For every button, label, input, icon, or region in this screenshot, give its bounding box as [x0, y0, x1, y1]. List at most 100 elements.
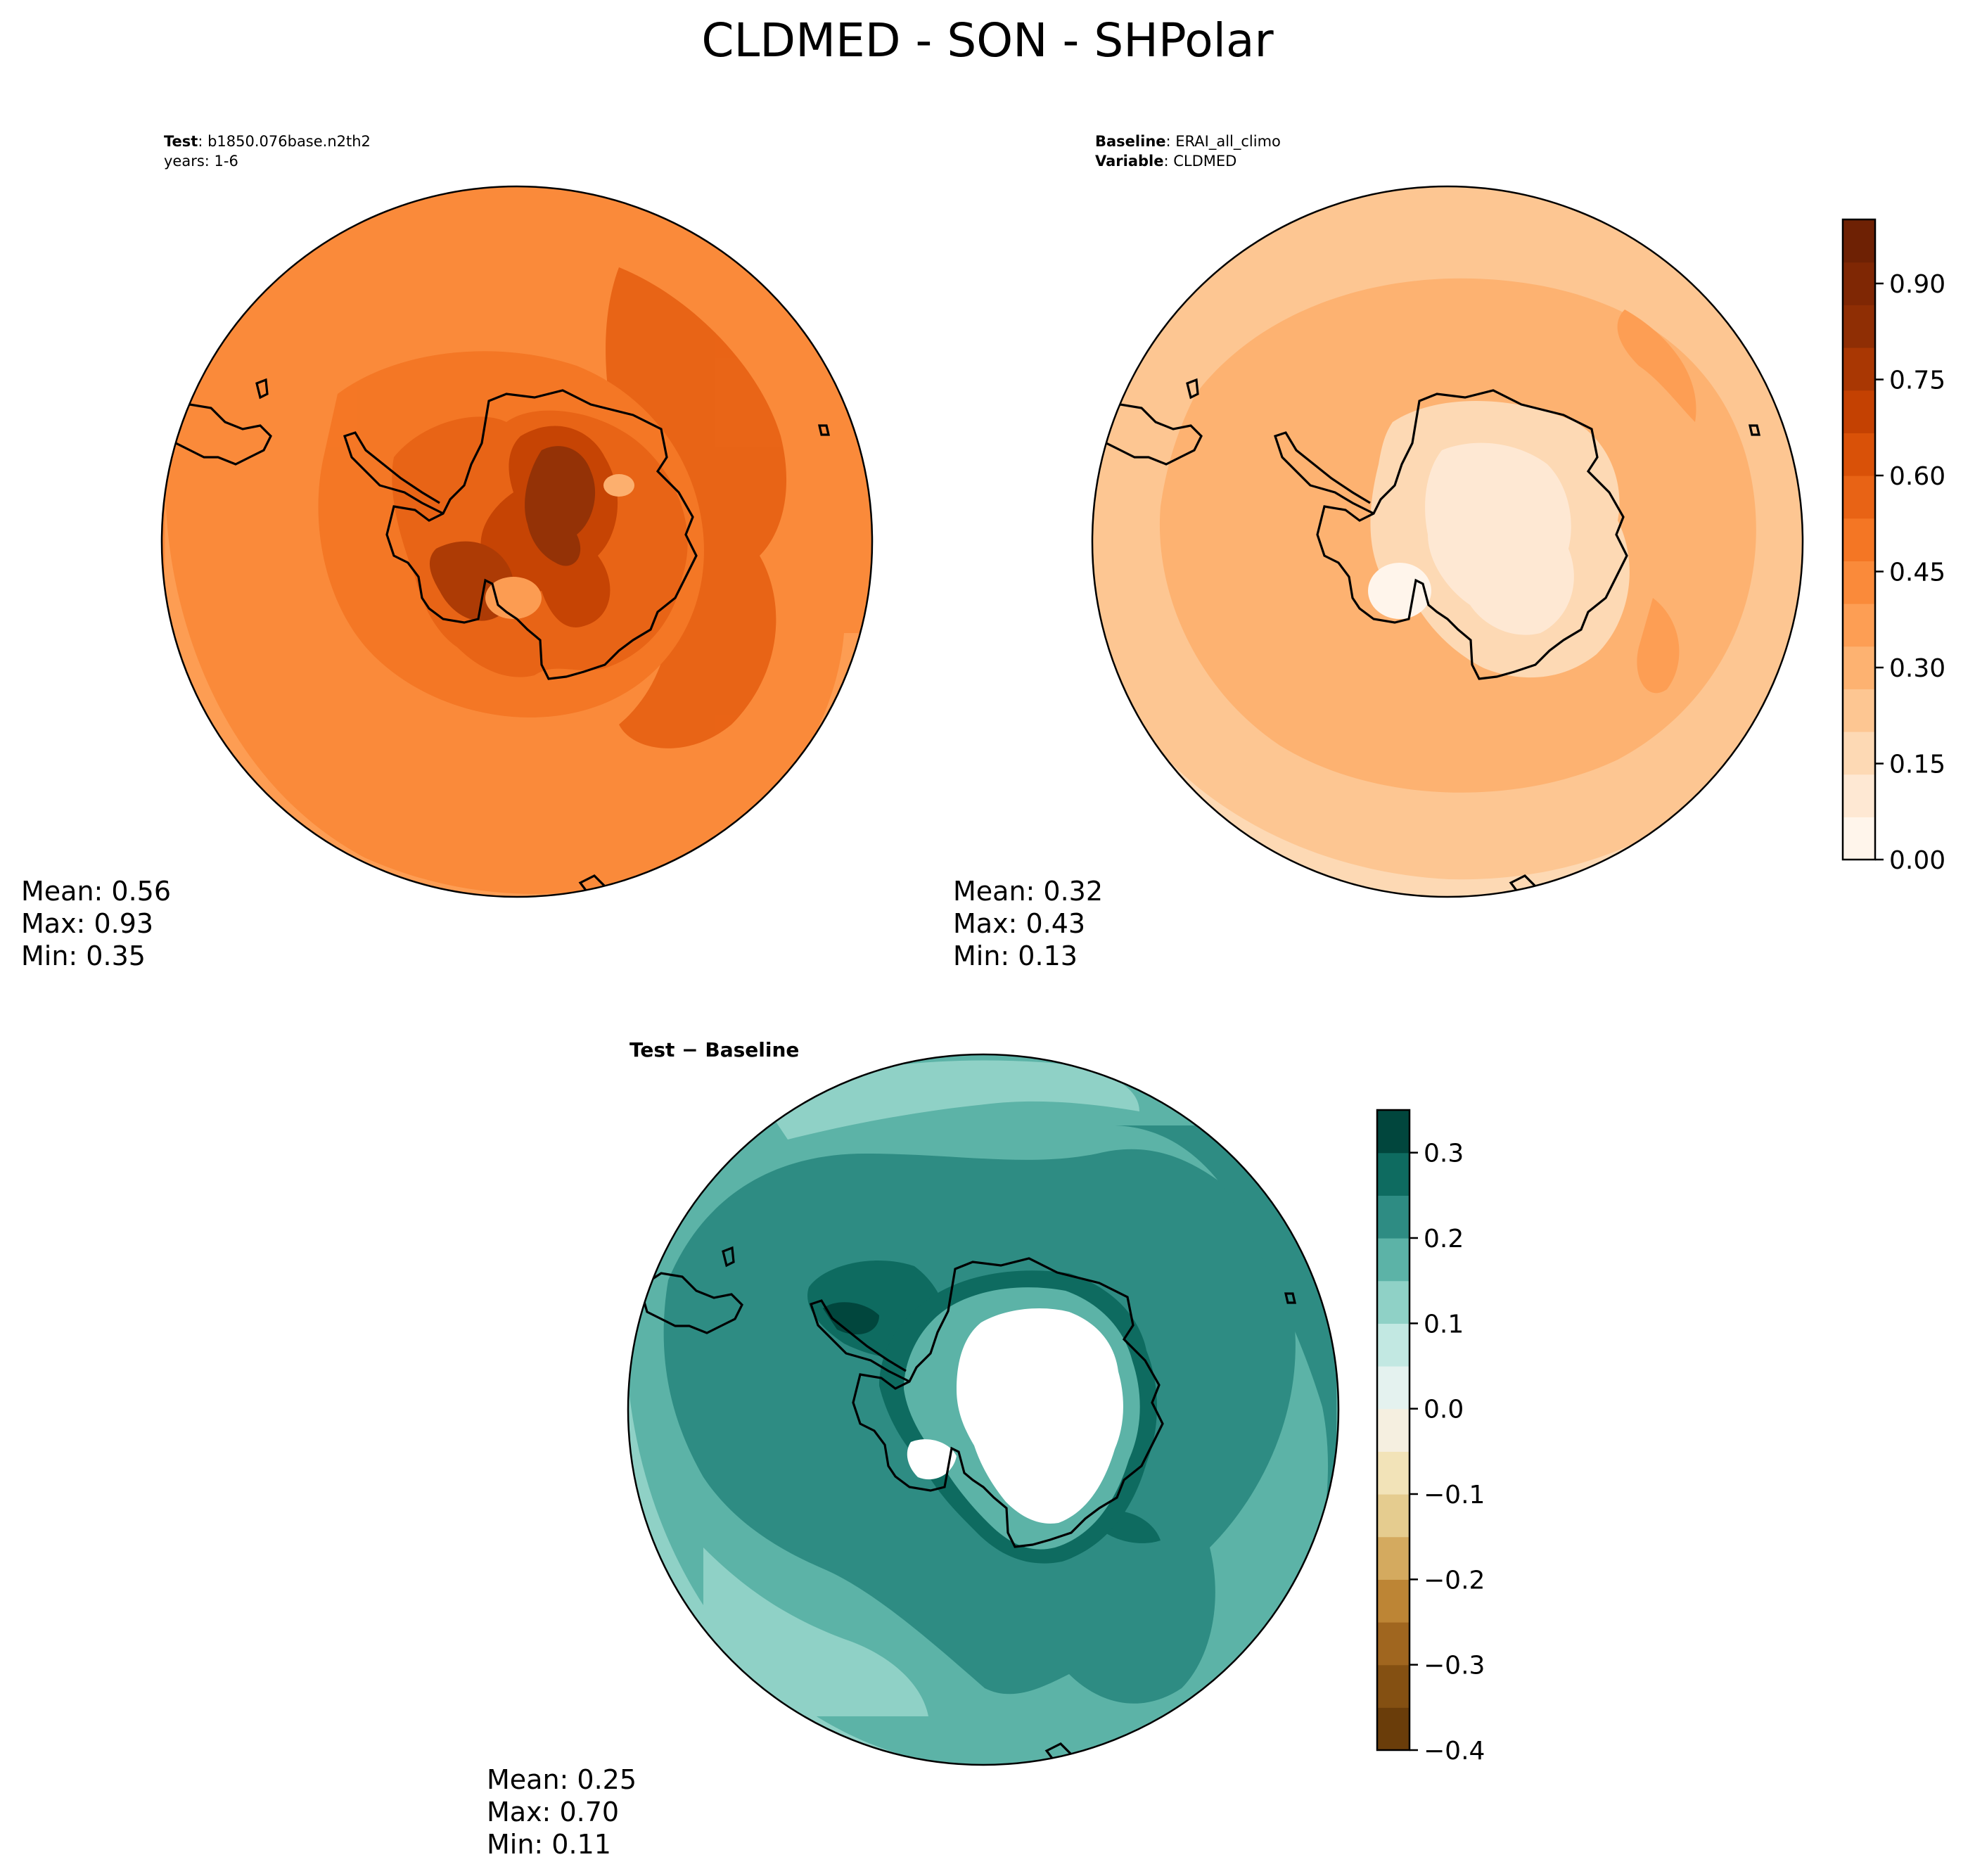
brbg-colorbar-tick-label: −0.1 — [1424, 1481, 1485, 1510]
oranges-colorbar-tick-label: 0.90 — [1889, 270, 1945, 299]
baseline-header-label: Baseline — [1095, 133, 1166, 150]
diff-island-2 — [1284, 1292, 1297, 1304]
brbg-colorbar-frame — [1376, 1109, 1411, 1751]
diff-stats-min: Min: 0.11 — [487, 1829, 611, 1860]
diff-contour-darkest-nw — [823, 1302, 879, 1335]
baseline-south-america-coastline — [1098, 403, 1203, 466]
oranges-colorbar-tick-label: 0.45 — [1889, 559, 1945, 587]
diff-island-1 — [722, 1246, 735, 1268]
baseline-panel: Baseline: ERAI_all_climo Variable: CLDME… — [953, 133, 1804, 971]
oranges-colorbar-segment — [1843, 646, 1875, 689]
diff-coastlines — [639, 1246, 1297, 1765]
oranges-colorbar-segment — [1843, 476, 1875, 519]
oranges-colorbar-segment — [1843, 305, 1875, 348]
baseline-header: Baseline: ERAI_all_climo — [1095, 133, 1281, 151]
test-continent-max — [525, 446, 596, 566]
oranges-colorbar: 0.00 0.15 0.30 0.45 0.60 0.75 0.90 — [1841, 218, 1945, 875]
test-island-1 — [255, 378, 269, 400]
baseline-stats-max: Max: 0.43 — [953, 908, 1085, 939]
oranges-colorbar-segment — [1843, 433, 1875, 476]
test-map-frame — [160, 185, 874, 898]
brbg-colorbar-segment — [1377, 1451, 1410, 1495]
brbg-colorbar-segment — [1377, 1664, 1410, 1708]
oranges-colorbar-segment — [1843, 604, 1875, 647]
test-header-value: : b1850.076base.n2th2 — [198, 133, 371, 150]
baseline-stats-min: Min: 0.13 — [953, 940, 1078, 971]
diff-no-change-region — [957, 1308, 1123, 1524]
baseline-map — [1092, 186, 1803, 897]
oranges-colorbar-segment — [1843, 347, 1875, 391]
brbg-colorbar-segment — [1377, 1622, 1410, 1666]
diff-stats-max: Max: 0.70 — [487, 1797, 619, 1827]
oranges-colorbar-tick-label: 0.75 — [1889, 366, 1945, 395]
brbg-colorbar-tick-label: −0.3 — [1424, 1652, 1485, 1680]
diff-contour-outer-light-north — [760, 1060, 1139, 1140]
oranges-colorbar-tick-label: 0.60 — [1889, 462, 1945, 491]
brbg-colorbar-segment — [1377, 1579, 1410, 1623]
brbg-colorbar-segment — [1377, 1280, 1410, 1324]
baseline-header-value: : ERAI_all_climo — [1166, 133, 1281, 151]
baseline-contour-south-light — [1125, 703, 1758, 897]
oranges-colorbar-tick-label: 0.30 — [1889, 654, 1945, 683]
brbg-colorbar-segment — [1377, 1238, 1410, 1282]
brbg-colorbar-segment — [1377, 1366, 1410, 1410]
brbg-colorbar-segment — [1377, 1536, 1410, 1580]
brbg-colorbar-segment — [1377, 1152, 1410, 1196]
baseline-light-spot — [1368, 563, 1431, 619]
brbg-colorbar-tick-label: 0.3 — [1424, 1140, 1464, 1168]
diff-panel: Test − Baseline — [487, 1038, 1340, 1860]
brbg-colorbar-segment — [1377, 1707, 1410, 1751]
baseline-coastlines — [1098, 378, 1761, 897]
test-header-label: Test — [164, 133, 198, 150]
baseline-continent-light — [1425, 442, 1574, 635]
baseline-variable: Variable: CLDMED — [1095, 153, 1236, 170]
diff-map — [628, 1054, 1338, 1765]
oranges-colorbar-tick-label: 0.15 — [1889, 751, 1945, 779]
brbg-colorbar-segment — [1377, 1408, 1410, 1452]
oranges-colorbar-segment — [1843, 518, 1875, 561]
diff-south-america-coastline — [639, 1272, 743, 1334]
diff-peninsula-coastline — [809, 1299, 910, 1383]
oranges-colorbar-segment — [1843, 561, 1875, 604]
baseline-variable-value: : CLDMED — [1163, 153, 1236, 170]
test-light-spot — [603, 474, 634, 497]
test-island-2 — [817, 424, 831, 436]
test-stats-max: Max: 0.93 — [21, 908, 153, 939]
test-antarctica-coastline — [385, 389, 698, 680]
test-years: years: 1-6 — [164, 153, 238, 170]
test-stats-min: Min: 0.35 — [21, 940, 146, 971]
oranges-colorbar-segment — [1843, 689, 1875, 732]
test-stats-mean: Mean: 0.56 — [21, 876, 171, 907]
brbg-colorbar-segment — [1377, 1323, 1410, 1367]
oranges-colorbar-segment — [1843, 262, 1875, 305]
figure-title: CLDMED - SON - SHPolar — [701, 13, 1274, 68]
baseline-darker-southeast — [1637, 598, 1680, 694]
diff-no-change-west — [907, 1439, 957, 1480]
brbg-colorbar-segment — [1377, 1110, 1410, 1154]
diff-contour-band-east — [1111, 1125, 1336, 1618]
diff-antarctica-coastline — [852, 1257, 1164, 1548]
test-peninsula-coastline — [343, 431, 444, 515]
test-header: Test: b1850.076base.n2th2 — [164, 133, 371, 150]
diff-contour-outer-light-southwest — [703, 1548, 928, 1716]
baseline-map-contours — [1097, 225, 1758, 897]
oranges-colorbar-segment — [1843, 817, 1875, 860]
test-light-spot-2 — [485, 577, 542, 619]
brbg-colorbar: −0.4 −0.3 −0.2 −0.1 0.0 0.1 0.2 0.3 — [1376, 1109, 1485, 1766]
baseline-peninsula-coastline — [1273, 431, 1374, 515]
diff-map-frame — [627, 1053, 1340, 1766]
baseline-island-1 — [1186, 378, 1199, 400]
baseline-antarctica-coastline — [1316, 389, 1628, 680]
oranges-colorbar-segment — [1843, 732, 1875, 775]
test-panel: Test: b1850.076base.n2th2 years: 1-6 — [21, 133, 874, 971]
baseline-map-frame — [1091, 185, 1804, 898]
brbg-colorbar-tick-label: 0.1 — [1424, 1310, 1464, 1339]
baseline-stats-mean: Mean: 0.32 — [953, 876, 1103, 907]
brbg-colorbar-tick-label: 0.0 — [1424, 1396, 1464, 1424]
brbg-colorbar-tick-label: −0.4 — [1424, 1737, 1485, 1766]
test-south-america-coastline — [167, 403, 272, 466]
oranges-colorbar-tick-label: 0.00 — [1889, 846, 1945, 875]
baseline-variable-label: Variable — [1095, 153, 1163, 170]
oranges-colorbar-frame — [1841, 218, 1877, 861]
